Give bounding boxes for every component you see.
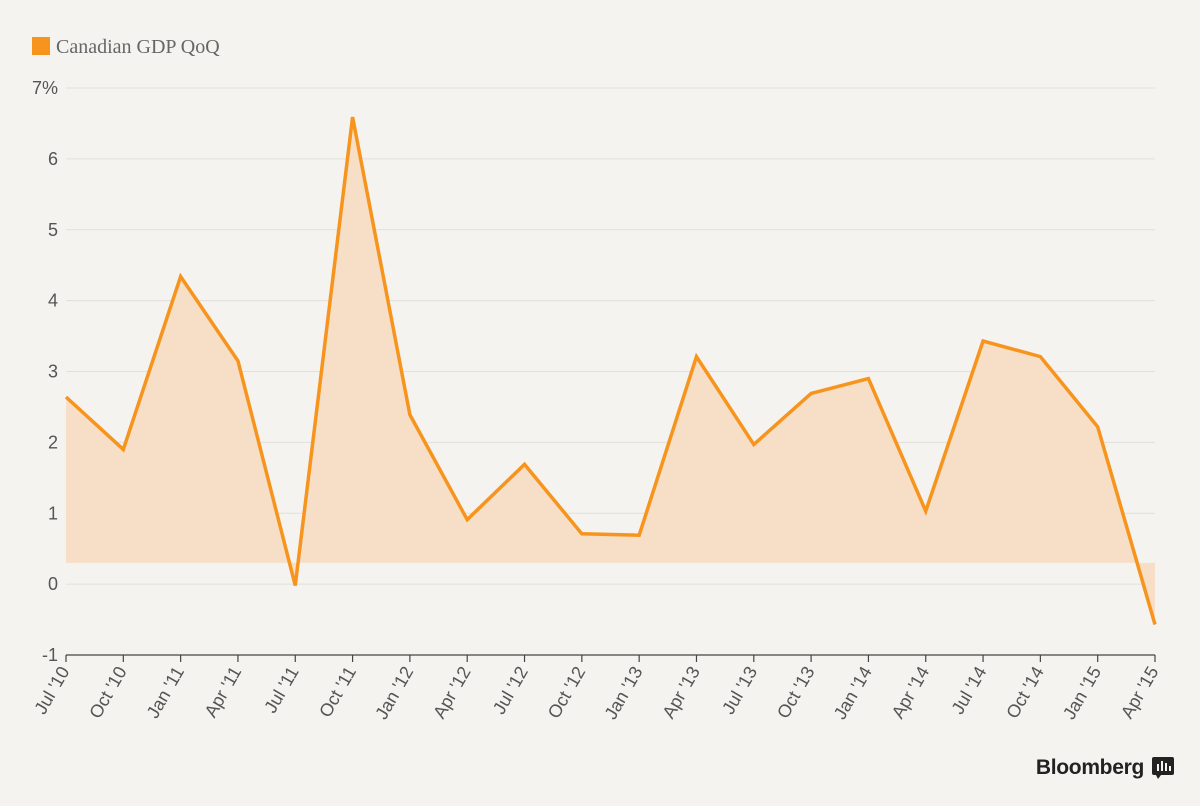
x-tick-label: Jan '11 — [143, 663, 188, 722]
x-tick-label: Jul '11 — [260, 663, 302, 716]
area-layer — [66, 117, 1155, 625]
x-tick-label: Oct '10 — [85, 663, 131, 722]
x-tick-label: Jan '13 — [601, 663, 647, 723]
x-tick-label: Oct '11 — [315, 663, 360, 721]
x-tick-label: Oct '13 — [773, 663, 819, 722]
x-tick-label: Jul '13 — [718, 663, 761, 718]
legend-label: Canadian GDP QoQ — [56, 36, 220, 58]
y-tick-label: 5 — [48, 220, 58, 240]
y-tick-label: 4 — [48, 291, 58, 311]
legend-swatch — [32, 36, 50, 55]
y-tick-label: -1 — [42, 645, 58, 665]
y-tick-label: 1 — [48, 503, 58, 523]
legend: Canadian GDP QoQ — [32, 36, 220, 59]
x-tick-label: Apr '13 — [658, 663, 704, 722]
y-axis: 7% 6 5 4 3 2 1 0 -1 — [32, 78, 58, 665]
y-tick-label: 7% — [32, 78, 58, 98]
y-tick-label: 2 — [48, 432, 58, 452]
y-tick-label: 0 — [48, 574, 58, 594]
series-area — [66, 117, 1155, 625]
x-tick-label: Jan '15 — [1059, 663, 1105, 723]
bloomberg-terminal-icon — [1152, 757, 1174, 779]
x-tick-label: Apr '14 — [888, 663, 934, 722]
y-tick-label: 6 — [48, 149, 58, 169]
x-tick-label: Jul '12 — [489, 663, 532, 718]
series-line — [64, 116, 1157, 626]
x-axis: Jul '10 Oct '10 Jan '11 Apr '11 Jul '11 Oct '… — [30, 655, 1162, 723]
x-tick-label: Jul '14 — [947, 663, 990, 718]
line-layer — [64, 116, 1157, 626]
x-tick-label: Apr '15 — [1117, 663, 1163, 722]
x-tick-label: Jan '14 — [830, 663, 876, 723]
x-tick-label: Jan '12 — [371, 663, 417, 723]
brand-name: Bloomberg — [1035, 756, 1144, 779]
x-tick-label: Apr '11 — [201, 663, 246, 721]
x-tick-label: Oct '12 — [544, 663, 590, 722]
x-tick-label: Jul '10 — [30, 663, 73, 718]
y-tick-label: 3 — [48, 362, 58, 382]
x-tick-label: Apr '12 — [429, 663, 475, 722]
brand: Bloomberg — [1036, 756, 1174, 780]
x-tick-label: Oct '14 — [1002, 663, 1048, 722]
